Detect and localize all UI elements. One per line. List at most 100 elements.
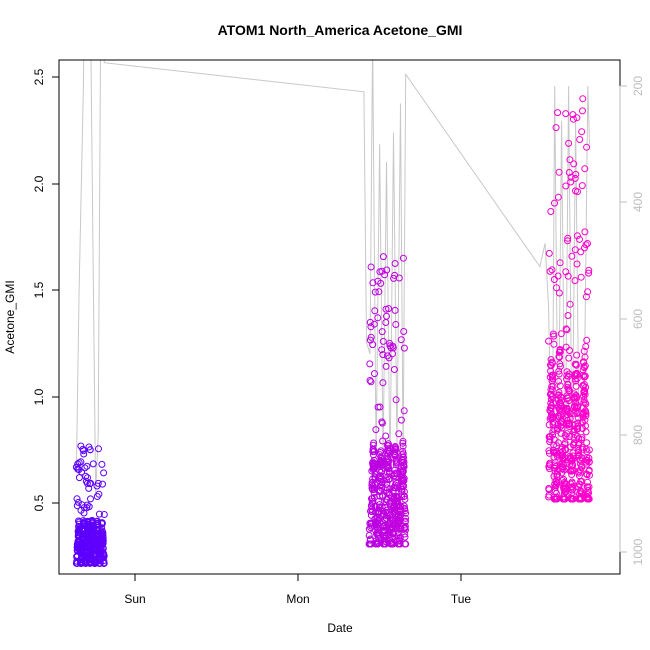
data-point	[400, 328, 408, 335]
data-point	[89, 460, 97, 468]
data-point	[566, 410, 574, 418]
data-point	[564, 234, 572, 242]
data-point	[95, 445, 102, 453]
y-axis-label: Acetone_GMI	[3, 280, 17, 353]
data-point	[558, 397, 565, 405]
data-point	[73, 502, 81, 510]
data-point	[370, 439, 378, 447]
data-point	[84, 474, 91, 482]
data-point	[382, 362, 390, 370]
data-point	[550, 425, 558, 433]
data-point	[582, 428, 590, 436]
data-point	[399, 442, 407, 450]
data-point	[98, 460, 106, 468]
data-point	[401, 492, 408, 500]
data-point	[379, 337, 387, 345]
data-point	[95, 490, 103, 498]
data-point	[385, 456, 393, 464]
data-point	[99, 480, 106, 488]
data-point	[385, 305, 393, 313]
data-point	[581, 165, 589, 173]
data-point	[401, 517, 409, 525]
y2-tick-label: 200	[631, 76, 645, 96]
data-point	[573, 394, 581, 402]
data-point	[574, 414, 582, 422]
data-point	[556, 382, 564, 390]
data-point	[557, 330, 565, 338]
data-point	[371, 462, 378, 470]
data-point	[371, 503, 379, 511]
data-point	[572, 361, 580, 369]
data-point	[562, 446, 570, 454]
data-point	[582, 293, 590, 301]
data-point	[401, 495, 409, 503]
data-point	[549, 382, 557, 390]
data-point	[585, 495, 593, 503]
data-point	[556, 360, 564, 368]
data-point	[378, 419, 386, 427]
data-point	[551, 459, 559, 467]
data-point	[369, 279, 377, 287]
data-point	[384, 461, 392, 468]
data-point	[563, 326, 571, 334]
data-point	[402, 526, 409, 534]
data-point	[582, 383, 590, 391]
x-tick-label-tue: Tue	[451, 592, 472, 606]
data-point	[390, 366, 398, 373]
data-point	[569, 492, 577, 500]
x-axis-label: Date	[327, 621, 353, 635]
data-point	[370, 493, 378, 501]
data-point	[581, 228, 589, 236]
y-tick-label: 2.0	[32, 175, 46, 192]
data-point	[366, 377, 374, 384]
data-point	[571, 277, 579, 285]
data-point	[571, 174, 579, 182]
data-point	[383, 476, 390, 484]
data-point	[576, 235, 583, 243]
data-point	[559, 456, 567, 464]
pressure-layer	[75, 60, 590, 494]
data-point	[366, 360, 374, 368]
data-point	[372, 426, 380, 434]
data-point	[79, 445, 87, 453]
data-point	[83, 462, 91, 470]
data-point	[564, 237, 571, 245]
data-point	[572, 382, 580, 390]
data-point	[382, 305, 390, 313]
data-point	[578, 488, 586, 496]
data-point	[584, 478, 591, 486]
data-point	[80, 450, 88, 458]
data-point	[567, 178, 575, 186]
data-point	[401, 507, 409, 515]
data-point	[573, 375, 581, 382]
data-point	[555, 370, 563, 378]
data-point	[585, 446, 593, 454]
data-point	[80, 447, 88, 455]
data-point	[396, 536, 404, 544]
data-point	[392, 396, 400, 404]
data-point	[556, 259, 564, 267]
data-point	[558, 424, 566, 432]
data-point	[378, 346, 386, 354]
data-point	[561, 431, 569, 439]
data-point	[545, 486, 553, 494]
data-point	[583, 448, 591, 456]
data-point	[374, 314, 382, 322]
data-point	[585, 483, 593, 491]
data-point	[554, 272, 562, 280]
y-tick-label: 1.5	[32, 281, 46, 298]
data-point	[376, 403, 384, 411]
data-point	[400, 344, 408, 352]
data-point	[566, 156, 574, 164]
pressure-line	[75, 60, 590, 494]
data-point	[550, 340, 558, 348]
data-point	[379, 253, 387, 261]
data-point	[393, 482, 401, 490]
data-point	[100, 559, 108, 567]
points-layer	[72, 95, 593, 567]
data-point	[582, 400, 590, 408]
data-point	[378, 478, 386, 486]
data-point	[565, 387, 573, 394]
data-point	[401, 533, 409, 541]
